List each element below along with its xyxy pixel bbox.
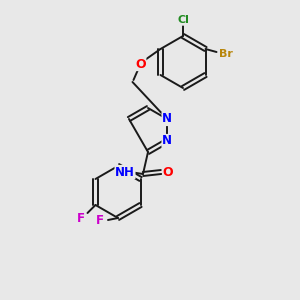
Text: NH: NH <box>115 166 135 178</box>
Text: O: O <box>135 58 146 70</box>
Text: Cl: Cl <box>177 15 189 25</box>
Text: Br: Br <box>219 49 232 59</box>
Text: O: O <box>163 166 173 178</box>
Text: N: N <box>162 134 172 148</box>
Text: F: F <box>76 212 85 226</box>
Text: N: N <box>162 112 172 125</box>
Text: F: F <box>96 214 104 226</box>
